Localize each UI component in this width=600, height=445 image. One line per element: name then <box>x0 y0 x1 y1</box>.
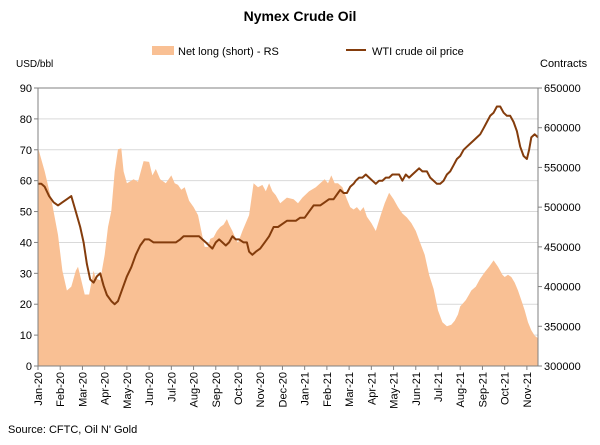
area-layer <box>38 147 538 366</box>
y-left-tick-label: 50 <box>20 207 32 219</box>
y-right-tick-label: 350000 <box>544 321 581 333</box>
x-tick-label: Apr-21 <box>366 372 378 405</box>
line-layer <box>38 105 539 306</box>
x-tick-label: Jun-21 <box>411 372 423 406</box>
legend-swatch-net-long <box>152 46 174 55</box>
x-tick-label: Jun-20 <box>144 372 156 406</box>
x-tick-label: May-21 <box>389 372 401 409</box>
x-tick-label: Dec-20 <box>277 372 289 407</box>
legend-label-wti: WTI crude oil price <box>372 46 464 58</box>
x-tick-label: Feb-21 <box>322 372 334 407</box>
series-area-net-long <box>38 147 538 366</box>
y-left-tick-label: 70 <box>20 145 32 157</box>
x-tick-label: Feb-20 <box>55 372 67 407</box>
x-tick-label: Jul-21 <box>433 372 445 402</box>
y-right-tick-label: 400000 <box>544 282 581 294</box>
y-right-tick-label: 550000 <box>544 162 581 174</box>
y-left-tick-label: 10 <box>20 330 32 342</box>
legend-layer: Net long (short) - RS WTI crude oil pric… <box>152 46 464 58</box>
y-left-tick-label: 90 <box>20 83 32 95</box>
x-tick-label: Sep-20 <box>211 372 223 407</box>
series-line-wti <box>38 105 539 306</box>
y-right-tick-label: 300000 <box>544 361 581 373</box>
x-tick-label: Sep-21 <box>477 372 489 407</box>
y-left-tick-label: 40 <box>20 237 32 249</box>
y-left-tick-label: 0 <box>26 361 32 373</box>
x-tick-label: Oct-20 <box>233 372 245 405</box>
x-tick-label: Jan-20 <box>33 372 45 406</box>
axis-layer: 0 10 20 30 40 50 60 70 80 90 300000 350000 400000 450… <box>20 83 581 409</box>
x-tick-label: Nov-21 <box>522 372 534 407</box>
y-left-tick-label: 20 <box>20 299 32 311</box>
x-tick-label: Aug-21 <box>455 372 467 407</box>
y-left-tick-label: 30 <box>20 268 32 280</box>
x-tick-label: Nov-20 <box>255 372 267 407</box>
y-axis-left-unit: USD/bbl <box>16 59 53 70</box>
y-right-tick-label: 650000 <box>544 83 581 95</box>
plot-frame <box>37 87 539 367</box>
y-right-tick-label: 500000 <box>544 202 581 214</box>
legend-label-net-long: Net long (short) - RS <box>178 46 279 58</box>
x-tick-label: Jan-21 <box>300 372 312 406</box>
x-tick-label: Jul-20 <box>166 372 178 402</box>
y-axis-right-unit: Contracts <box>540 58 588 70</box>
x-tick-label: Apr-20 <box>100 372 112 405</box>
chart-title: Nymex Crude Oil <box>243 8 357 24</box>
x-tick-label: Mar-21 <box>344 372 356 407</box>
x-tick-label: Aug-20 <box>189 372 201 407</box>
x-tick-label: May-20 <box>122 372 134 409</box>
source-note: Source: CFTC, Oil N' Gold <box>8 424 138 436</box>
y-right-tick-label: 450000 <box>544 242 581 254</box>
y-left-tick-label: 60 <box>20 176 32 188</box>
y-left-tick-label: 80 <box>20 114 32 126</box>
x-tick-label: Oct-21 <box>500 372 512 405</box>
y-right-tick-label: 600000 <box>544 123 581 135</box>
x-tick-label: Mar-20 <box>77 372 89 407</box>
